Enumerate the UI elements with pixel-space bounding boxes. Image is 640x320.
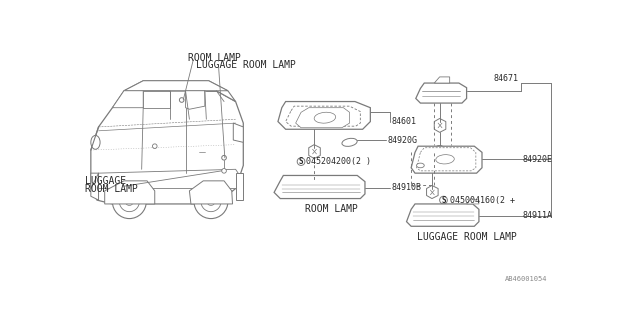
Polygon shape [435, 118, 446, 132]
Ellipse shape [436, 155, 454, 164]
Polygon shape [105, 181, 155, 204]
Text: ROOM LAMP: ROOM LAMP [305, 204, 358, 214]
Ellipse shape [91, 135, 100, 149]
Text: AB46001054: AB46001054 [505, 276, 548, 282]
Text: 045204200(2 ): 045204200(2 ) [307, 157, 371, 166]
Polygon shape [91, 173, 99, 200]
Circle shape [113, 185, 147, 219]
Ellipse shape [314, 112, 335, 123]
Text: 84920E: 84920E [522, 155, 552, 164]
Circle shape [152, 144, 157, 148]
Polygon shape [435, 77, 450, 83]
Polygon shape [143, 91, 170, 104]
Polygon shape [99, 169, 243, 188]
Text: 84601: 84601 [391, 117, 416, 126]
Circle shape [125, 198, 133, 205]
Polygon shape [467, 198, 479, 204]
Polygon shape [236, 173, 243, 200]
Text: 84911A: 84911A [522, 211, 552, 220]
Circle shape [440, 196, 447, 204]
Circle shape [201, 192, 221, 212]
Text: LUGGAGE: LUGGAGE [86, 176, 127, 186]
Ellipse shape [342, 138, 357, 146]
Polygon shape [278, 101, 371, 129]
Polygon shape [285, 106, 360, 126]
Polygon shape [124, 81, 228, 91]
Polygon shape [143, 91, 170, 108]
Circle shape [297, 158, 305, 165]
Polygon shape [416, 83, 467, 103]
Circle shape [221, 169, 227, 173]
Circle shape [221, 156, 227, 160]
Text: LUGGAGE ROOM LAMP: LUGGAGE ROOM LAMP [417, 232, 516, 242]
Circle shape [194, 185, 228, 219]
Text: ROOM LAMP: ROOM LAMP [86, 184, 138, 194]
Text: ROOM LAMP: ROOM LAMP [188, 53, 241, 63]
Text: S: S [299, 157, 303, 166]
Text: S: S [441, 196, 446, 204]
Polygon shape [189, 181, 232, 204]
Text: 045004160(2 +: 045004160(2 + [450, 196, 515, 204]
Circle shape [207, 198, 215, 205]
Polygon shape [91, 91, 243, 204]
Polygon shape [411, 146, 482, 173]
Polygon shape [234, 123, 243, 142]
Polygon shape [406, 204, 479, 226]
Polygon shape [113, 81, 236, 108]
Ellipse shape [417, 163, 424, 168]
Text: 84671: 84671 [493, 74, 518, 83]
Text: 84910B: 84910B [391, 183, 421, 192]
Polygon shape [186, 91, 205, 109]
Text: 84920G: 84920G [387, 136, 417, 145]
Circle shape [179, 98, 184, 102]
Polygon shape [417, 148, 476, 171]
Polygon shape [427, 186, 438, 198]
Text: LUGGAGE ROOM LAMP: LUGGAGE ROOM LAMP [196, 60, 296, 70]
Ellipse shape [436, 145, 444, 150]
Circle shape [119, 192, 140, 212]
Polygon shape [113, 91, 143, 108]
Polygon shape [296, 108, 349, 128]
Polygon shape [308, 145, 320, 158]
Polygon shape [274, 175, 365, 198]
